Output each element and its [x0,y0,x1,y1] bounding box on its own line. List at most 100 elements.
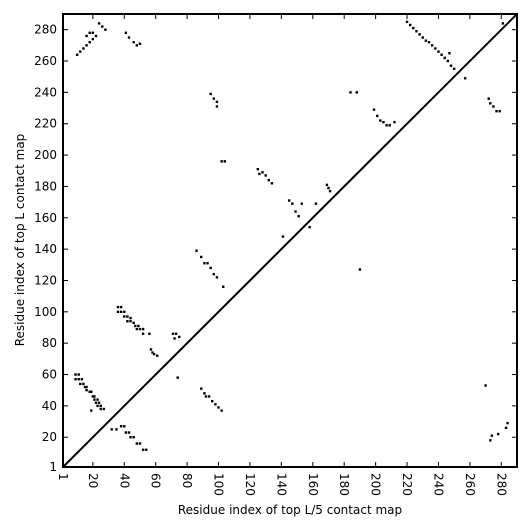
x-axis-ticks: 1 20 40 60 80 100 120 140 160 180 200 220 240 260 280 [56,14,508,496]
y-tick-label: 1 [49,460,57,474]
contact-point [223,160,227,163]
x-tick-label: 100 [212,473,226,496]
contact-point [132,41,135,44]
contact-point [393,120,396,124]
y-axis-title: Residue index of top L contact map [13,134,27,347]
x-tick-label: 120 [243,473,257,496]
contact-point [129,320,132,323]
contact-point [501,22,505,25]
contact-point [443,56,446,60]
contact-point [82,47,85,50]
contact-point [440,53,443,56]
contact-point [261,171,264,174]
y-tick-label: 200 [34,148,57,162]
contact-point [434,47,437,50]
contact-point [215,276,219,279]
contact-point [382,120,385,124]
contact-point [124,431,128,434]
contact-point [408,23,412,27]
contact-point [141,332,145,335]
y-tick-label: 80 [42,336,57,350]
contact-point [123,425,126,428]
contact-point [79,382,82,386]
contact-point [200,255,203,259]
contact-point [424,39,428,42]
contact-point [498,109,501,113]
contact-point [156,354,159,357]
contact-point [97,401,101,404]
y-tick-label: 160 [34,211,57,225]
contact-point [314,202,318,205]
contact-point [127,36,131,39]
contact-point [77,373,80,376]
contact-point [495,109,498,113]
contact-point [264,174,267,177]
contact-point [349,91,352,94]
contact-point [124,31,128,35]
contact-point [138,42,142,45]
contact-point [388,124,391,127]
contact-point [207,395,211,398]
contact-point [203,392,206,395]
contact-point [126,320,129,323]
contact-point [96,398,99,401]
y-tick-label: 100 [34,305,57,319]
contact-point [85,34,88,38]
contact-point [119,305,123,309]
contact-point [93,398,96,401]
contact-point [487,97,490,100]
contact-point [141,448,145,451]
contact-point [504,426,508,430]
contact-point [123,315,126,318]
y-tick-label: 180 [34,179,57,193]
contact-point [116,310,120,314]
contact-point [88,41,91,44]
contact-point [96,404,99,408]
x-tick-label: 60 [149,473,163,488]
contact-point [94,401,98,404]
y-tick-label: 260 [34,54,57,68]
y-tick-label: 120 [34,273,57,287]
contact-point [421,36,424,39]
contact-point [281,235,285,238]
contact-point [80,378,84,381]
contact-point [206,262,209,265]
y-tick-label: 140 [34,242,57,256]
contact-point [506,421,509,425]
contact-point [99,404,102,408]
y-tick-label: 240 [34,85,57,99]
contact-point [141,327,145,331]
contact-point [176,376,179,379]
contact-point [132,436,135,439]
x-tick-label: 240 [431,473,445,496]
contact-point [132,321,135,324]
contact-point [129,436,132,439]
contact-point [138,442,142,445]
contact-point [418,33,421,36]
contact-point [129,316,132,320]
contact-point [135,442,139,445]
contact-point [412,26,415,30]
x-tick-label: 20 [86,473,100,488]
contact-point [430,44,434,47]
contact-point [300,202,303,205]
contact-point [211,399,214,403]
contact-point [489,439,492,442]
contact-point [115,428,118,431]
x-tick-label: 260 [463,473,477,496]
y-tick-label: 20 [42,430,57,444]
contact-point [104,28,107,31]
contact-point [178,335,181,339]
contact-point [174,332,178,335]
y-tick-label: 60 [42,368,57,382]
contact-point [212,273,216,276]
contact-point [151,351,154,354]
contact-point [496,432,500,436]
contact-point [85,44,88,47]
contact-point [222,285,225,288]
contact-point [138,327,142,331]
contact-point [325,183,329,187]
contact-point [116,305,120,309]
